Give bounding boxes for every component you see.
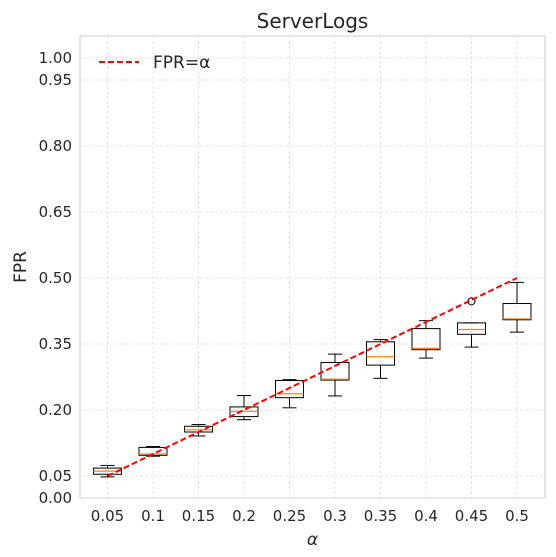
reference-line <box>107 277 518 477</box>
box-body <box>502 303 532 321</box>
x-tick-label: 0.35 <box>364 507 397 525</box>
legend-label: FPR=α <box>153 53 210 73</box>
x-axis-label: α <box>307 530 318 550</box>
x-tick-label: 0.05 <box>91 507 124 525</box>
x-tick-label: 0.5 <box>505 507 529 525</box>
grid <box>80 36 545 499</box>
y-tick-label: 0.05 <box>39 467 72 485</box>
box-0.45 <box>457 297 486 348</box>
boxes <box>93 281 532 478</box>
box-body <box>138 446 168 456</box>
y-tick-label: 0.95 <box>39 71 72 89</box>
reference-line-layer <box>107 277 518 477</box>
chart-title: ServerLogs <box>257 9 369 33</box>
box-0.5 <box>502 281 532 333</box>
box-0.25 <box>275 379 304 409</box>
plot-area <box>79 35 546 499</box>
y-tick-label: 1.00 <box>39 49 72 67</box>
x-tick-label: 0.45 <box>455 507 488 525</box>
box-0.35 <box>366 339 395 379</box>
box-0.2 <box>229 394 259 421</box>
box-body <box>411 328 441 351</box>
box-body <box>320 361 350 381</box>
box-0.3 <box>320 353 350 397</box>
x-tick-label: 0.2 <box>232 507 256 525</box>
y-axis-label: FPR <box>11 251 31 283</box>
legend: FPR=α <box>99 53 210 73</box>
y-tick-label: 0.80 <box>39 137 72 155</box>
x-ticks: 0.05 0.1 0.15 0.2 0.25 0.3 0.35 0.4 0.45 0.5 <box>91 507 529 525</box>
box-body <box>457 322 486 335</box>
y-tick-label: 0.20 <box>39 401 72 419</box>
y-ticks: 0.00 0.05 0.20 0.35 0.50 0.65 0.80 0.95 1.00 <box>39 49 72 507</box>
y-tick-label: 0.65 <box>39 203 72 221</box>
x-tick-label: 0.3 <box>323 507 347 525</box>
box-body <box>275 380 304 399</box>
y-tick-label: 0.35 <box>39 335 72 353</box>
x-tick-label: 0.4 <box>414 507 438 525</box>
box-body <box>366 341 395 366</box>
y-tick-label: 0.50 <box>39 269 72 287</box>
x-tick-label: 0.25 <box>273 507 306 525</box>
x-tick-label: 0.15 <box>182 507 215 525</box>
x-tick-label: 0.1 <box>141 507 165 525</box>
y-tick-label: 0.00 <box>39 489 72 507</box>
